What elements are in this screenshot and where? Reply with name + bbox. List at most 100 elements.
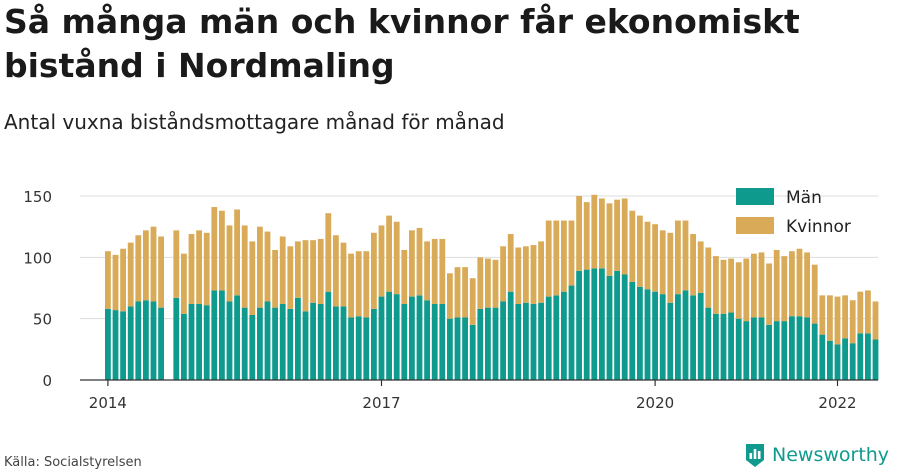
bar-kvinnor (819, 295, 826, 335)
bar-man (393, 294, 400, 380)
bar-man (363, 317, 370, 380)
bar-man (112, 310, 119, 380)
bar-man (257, 307, 263, 380)
y-tick-label: 150 (23, 188, 52, 206)
bar-kvinnor (591, 194, 598, 269)
y-tick-label: 100 (23, 249, 52, 267)
bar-man (439, 303, 446, 380)
bar-kvinnor (127, 242, 134, 307)
bar-kvinnor (416, 227, 423, 296)
page-title: Så många män och kvinnor får ekonomiskt … (4, 2, 800, 85)
bar-kvinnor (462, 267, 468, 318)
bar-man (682, 290, 689, 380)
bar-man (743, 321, 750, 380)
bar-kvinnor (644, 221, 651, 290)
bar-man (143, 300, 149, 380)
bar-man (789, 316, 795, 380)
bar-man (416, 295, 423, 380)
bar-kvinnor (811, 264, 818, 324)
bar-kvinnor (257, 226, 263, 308)
bar-kvinnor (751, 253, 757, 318)
bar-kvinnor (530, 245, 537, 304)
bar-kvinnor (690, 234, 696, 296)
bar-man (447, 318, 453, 380)
bar-kvinnor (454, 267, 461, 318)
bar-kvinnor (667, 232, 674, 303)
bar-man (675, 294, 681, 380)
bar-kvinnor (302, 240, 309, 312)
bar-man (219, 290, 225, 380)
bar-kvinnor (796, 248, 803, 317)
bar-man (371, 308, 377, 380)
bar-kvinnor (264, 231, 271, 302)
bar-man (241, 307, 248, 380)
bar-kvinnor (105, 251, 111, 309)
bar-man (492, 307, 499, 380)
bar-man (150, 301, 157, 380)
bar-man (811, 323, 818, 380)
bar-man (127, 306, 134, 380)
bar-man (333, 306, 339, 380)
bar-kvinnor (317, 238, 324, 304)
bar-kvinnor (249, 241, 256, 315)
bar-kvinnor (553, 220, 560, 296)
bar-man (766, 324, 772, 380)
bar-man (287, 308, 294, 380)
bar-man (454, 317, 461, 380)
bar-kvinnor (857, 291, 864, 334)
bar-man (203, 305, 210, 380)
bar-man (697, 292, 704, 380)
bar-man (773, 321, 780, 380)
bar-man (735, 318, 742, 380)
bar-man (591, 268, 598, 380)
bar-kvinnor (545, 220, 552, 297)
bar-man (606, 275, 613, 380)
bar-man (872, 339, 879, 380)
bar-kvinnor (507, 234, 514, 292)
bar-man (120, 311, 126, 380)
bar-man (819, 334, 826, 380)
brand-logo: Newsworthy (744, 442, 889, 468)
bar-kvinnor (682, 220, 689, 291)
legend-label: Män (786, 188, 822, 208)
bar-man (462, 317, 468, 380)
bar-kvinnor (621, 198, 628, 275)
bar-man (431, 303, 438, 380)
bar-man (751, 317, 757, 380)
bar-man (196, 303, 202, 380)
bar-kvinnor (447, 273, 453, 319)
bar-man (249, 314, 256, 380)
bar-man (355, 316, 362, 380)
bar-kvinnor (735, 262, 742, 319)
bar-kvinnor (728, 258, 734, 313)
bar-man (105, 308, 111, 380)
bar-kvinnor (287, 246, 294, 309)
bar-kvinnor (485, 258, 491, 308)
bar-kvinnor (340, 242, 347, 307)
bar-man (234, 295, 240, 380)
bar-man (507, 291, 514, 380)
bar-kvinnor (637, 215, 643, 287)
bar-man (158, 307, 164, 380)
bar-kvinnor (583, 202, 590, 270)
bar-kvinnor (781, 256, 788, 322)
bar-man (713, 313, 719, 380)
bar-man (348, 317, 354, 380)
bar-kvinnor (849, 300, 856, 344)
bar-kvinnor (211, 207, 218, 291)
bar-kvinnor (659, 230, 666, 295)
bar-kvinnor (371, 232, 377, 309)
bar-man (652, 291, 658, 380)
bar-kvinnor (827, 295, 833, 341)
bar-man (690, 295, 696, 380)
bar-kvinnor (135, 235, 142, 302)
bar-kvinnor (568, 220, 575, 286)
bar-man (644, 289, 651, 380)
bar-man (827, 340, 833, 380)
bar-kvinnor (523, 246, 529, 303)
bar-man (378, 296, 385, 380)
legend-label: Kvinnor (786, 217, 851, 237)
bar-man (553, 295, 560, 380)
bar-man (637, 286, 643, 380)
